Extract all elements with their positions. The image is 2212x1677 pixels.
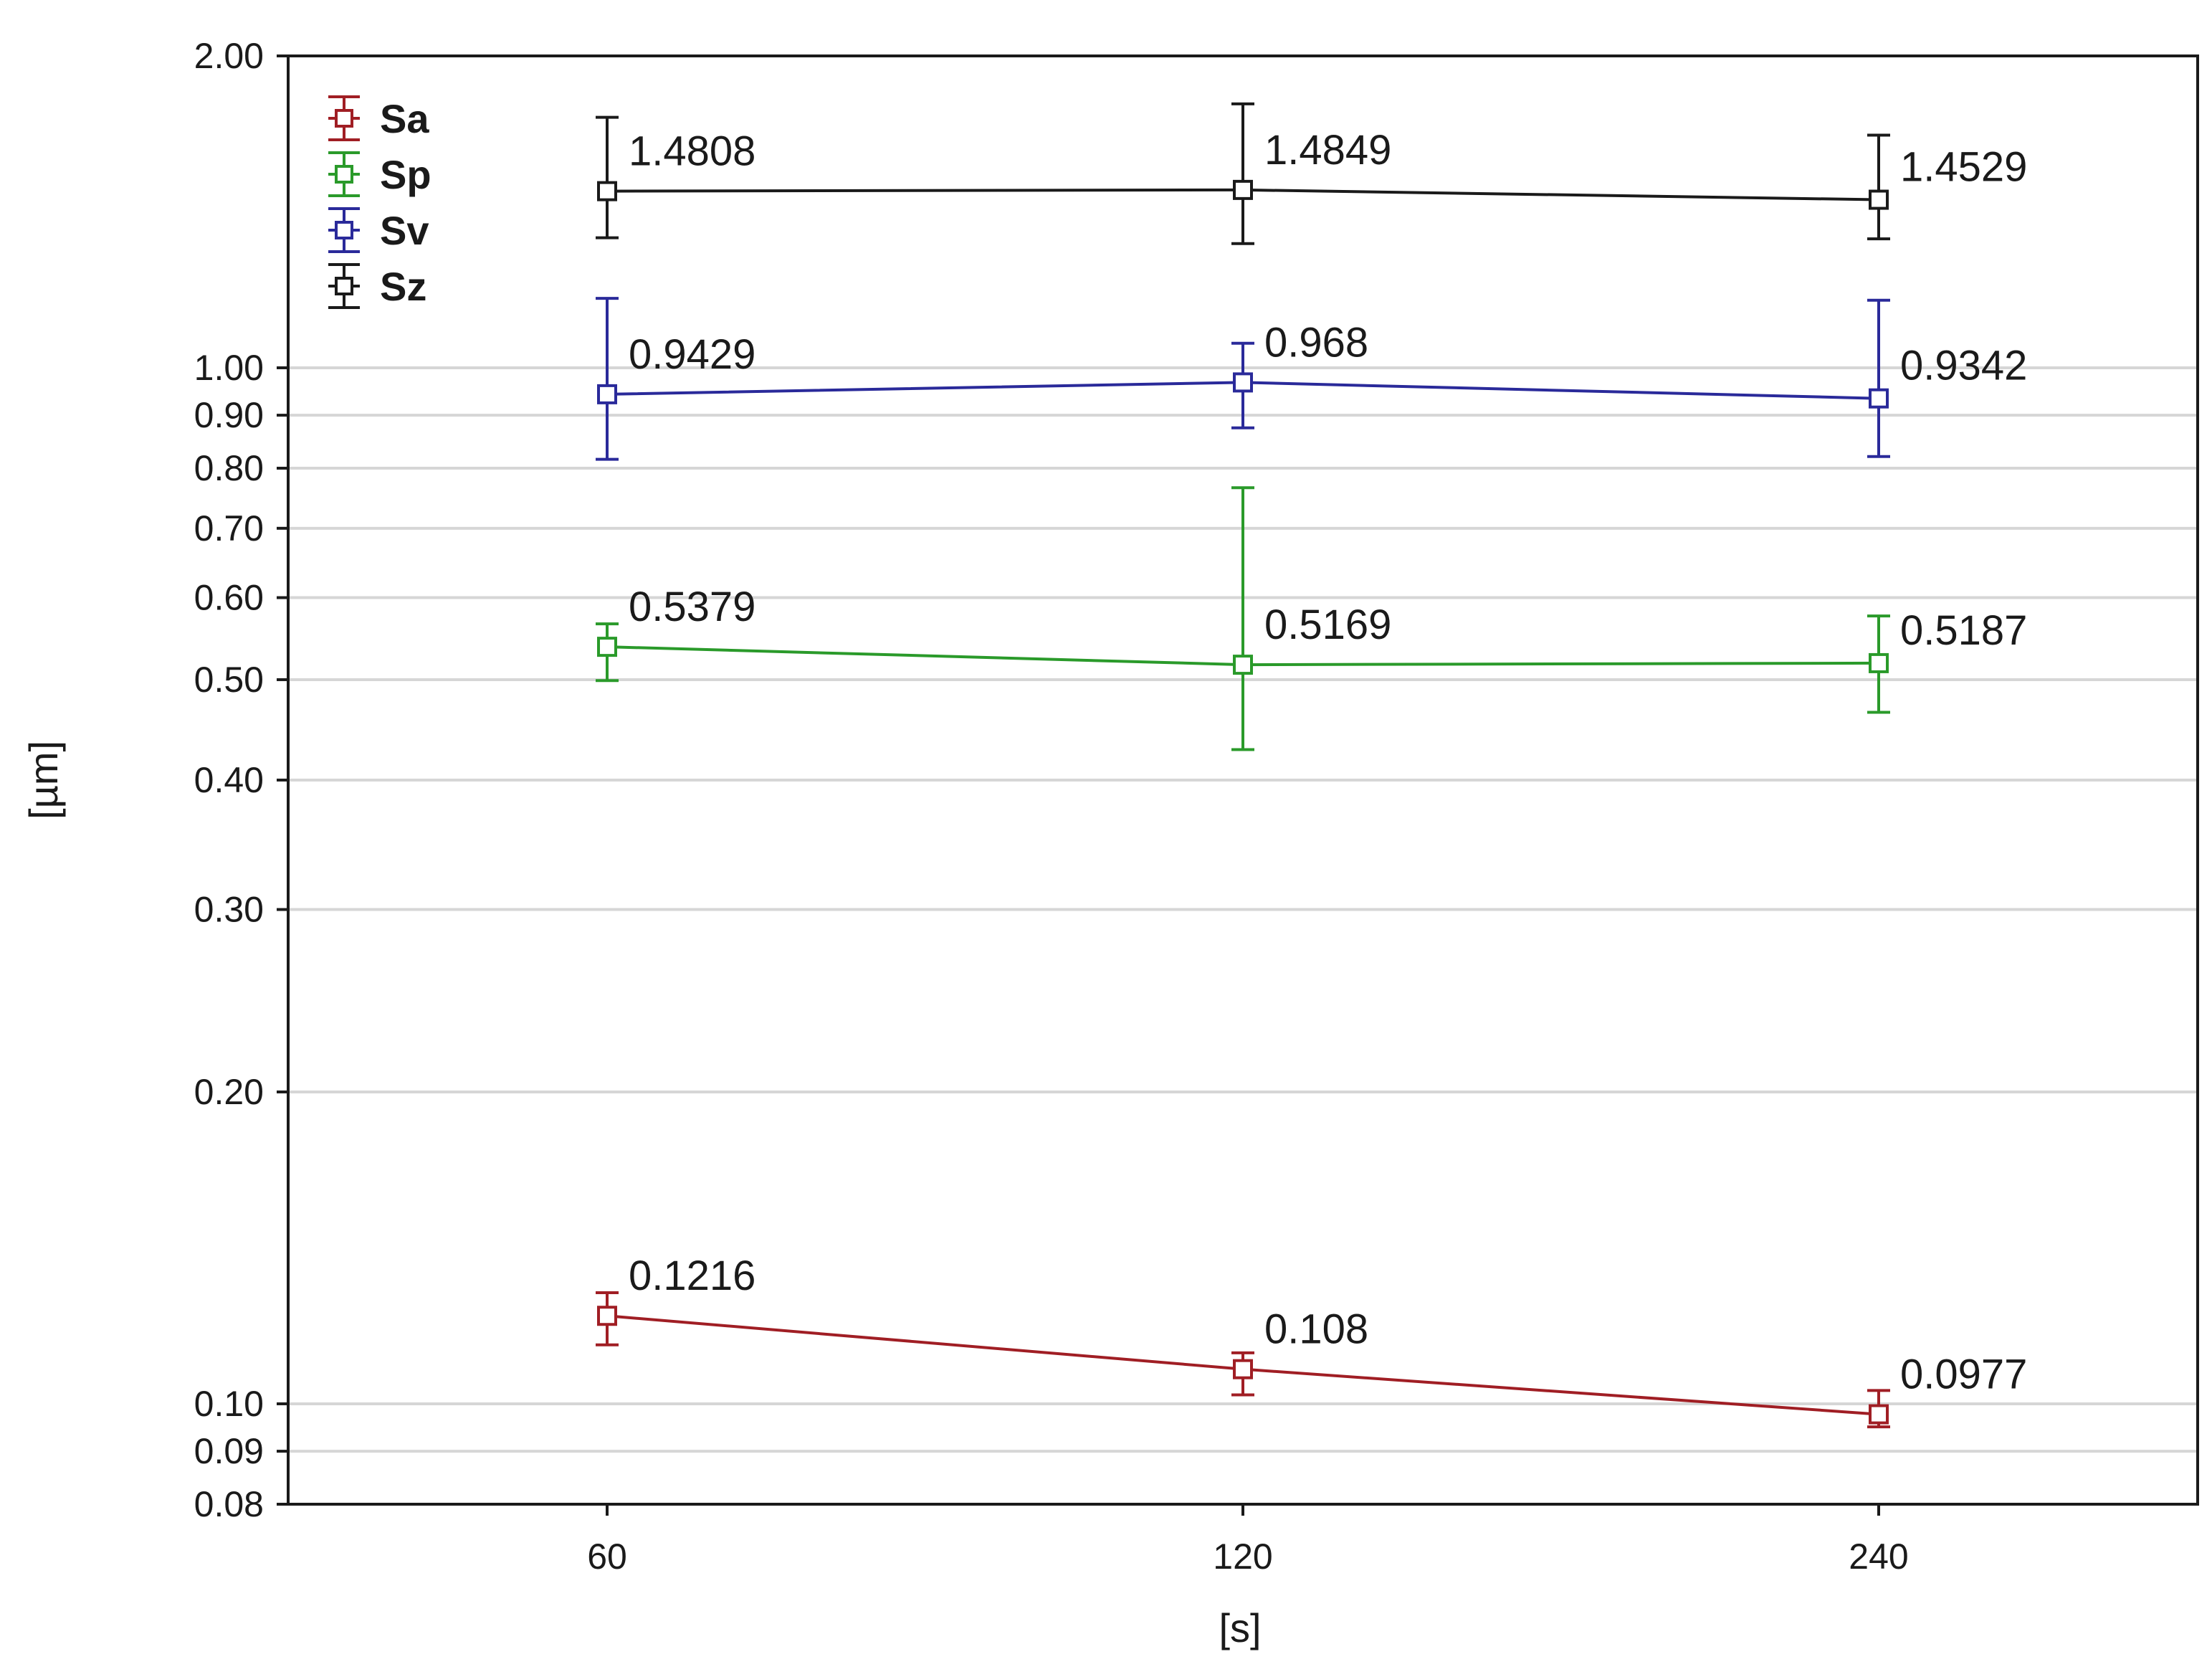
data-label: 0.9342 (1900, 343, 2027, 389)
y-axis: 0.08 0.09 0.10 0.20 0.30 0.40 0.50 0.60 0.70 0.80… (194, 36, 288, 1524)
legend-item-sa: Sa (328, 95, 429, 141)
y-tick-label: 2.00 (194, 36, 264, 76)
x-tick-label: 120 (1213, 1536, 1272, 1577)
data-label: 0.5379 (629, 584, 755, 630)
data-point (1869, 1404, 1889, 1425)
legend-marker (335, 109, 353, 128)
y-axis-title: [µm] (21, 741, 66, 820)
y-tick-label: 0.40 (194, 760, 264, 800)
data-label: 1.4849 (1264, 127, 1391, 174)
series-sp: 0.5379 0.5169 0.5187 (596, 486, 2027, 751)
y-tick-label: 1.00 (194, 348, 264, 388)
series-group: 0.1216 0.108 0.0977 0.5379 0.5169 0.5187 0.942… (596, 102, 2027, 1429)
legend-item-sv: Sv (328, 207, 429, 253)
y-tick-label: 0.50 (194, 660, 264, 700)
data-label: 0.0977 (1900, 1351, 2027, 1398)
legend-label: Sv (380, 208, 429, 253)
y-tick-label: 0.60 (194, 578, 264, 618)
x-axis-title: [s] (1219, 1605, 1261, 1650)
legend: Sa Sp Sv Sz (328, 95, 432, 309)
data-label: 0.5187 (1900, 607, 2027, 654)
data-point (1233, 372, 1253, 393)
data-label: 0.9429 (629, 331, 755, 378)
legend-marker (335, 221, 353, 239)
series-sv: 0.9429 0.968 0.9342 (596, 297, 2027, 461)
legend-label: Sa (380, 96, 429, 141)
data-point (1869, 189, 1889, 210)
y-tick-label: 0.08 (194, 1484, 264, 1524)
y-tick-label: 0.09 (194, 1431, 264, 1471)
data-label: 1.4808 (629, 128, 755, 175)
y-tick-label: 0.20 (194, 1072, 264, 1112)
data-point (1869, 388, 1889, 409)
legend-marker (335, 165, 353, 184)
legend-item-sp: Sp (328, 151, 432, 197)
legend-item-sz: Sz (328, 263, 426, 309)
data-point (1233, 179, 1253, 200)
series-sa: 0.1216 0.108 0.0977 (596, 1253, 2027, 1429)
y-tick-label: 0.10 (194, 1384, 264, 1424)
x-tick-label: 240 (1849, 1536, 1908, 1577)
series-sz: 1.4808 1.4849 1.4529 (596, 102, 2027, 245)
data-label: 0.968 (1264, 319, 1368, 366)
data-point (597, 1306, 617, 1326)
data-point (1233, 655, 1253, 675)
data-point (1233, 1359, 1253, 1379)
data-label: 1.4529 (1900, 144, 2027, 191)
legend-marker (335, 277, 353, 295)
legend-label: Sp (380, 152, 432, 197)
data-point (597, 384, 617, 404)
data-point (597, 181, 617, 201)
data-point (1869, 652, 1889, 673)
x-axis: 60 120 240 (587, 1504, 1909, 1577)
legend-label: Sz (380, 264, 426, 309)
y-tick-label: 0.90 (194, 395, 264, 435)
data-label: 0.1216 (629, 1253, 755, 1299)
y-tick-label: 0.80 (194, 448, 264, 488)
data-label: 0.108 (1264, 1306, 1368, 1353)
data-label: 0.5169 (1264, 602, 1391, 648)
y-tick-label: 0.70 (194, 508, 264, 548)
x-tick-label: 60 (587, 1536, 627, 1577)
y-tick-label: 0.30 (194, 890, 264, 930)
data-point (597, 637, 617, 657)
